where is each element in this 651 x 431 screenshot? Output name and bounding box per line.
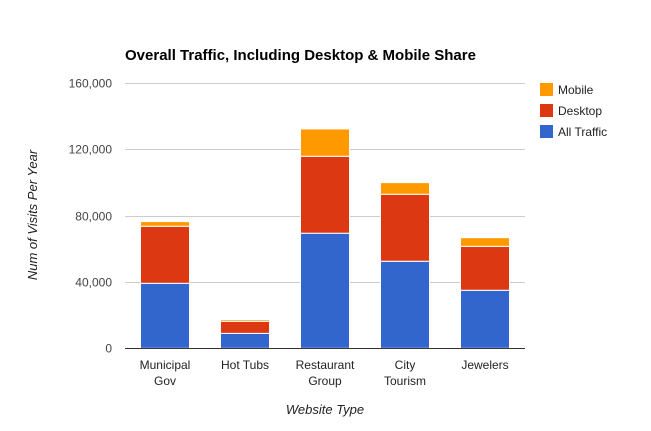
bar-desktop (460, 245, 510, 291)
bar-desktop (380, 193, 430, 262)
x-tick-label-line: Tourism (384, 374, 426, 388)
x-tick-label: Hot Tubs (221, 358, 269, 372)
x-tick-label-line: Jewelers (461, 358, 508, 372)
legend-swatch (540, 104, 553, 117)
x-tick-label-line: Gov (154, 374, 176, 388)
x-tick-label-line: Hot Tubs (221, 358, 269, 372)
y-axis-ticks: 0 40,000 80,000 120,000 160,000 (69, 77, 113, 356)
legend-item: Desktop (540, 104, 602, 118)
y-tick-label: 160,000 (69, 77, 113, 91)
y-tick-label: 0 (105, 342, 112, 356)
y-tick-label: 40,000 (75, 276, 112, 290)
bar-mobile (220, 319, 270, 322)
legend-label: Desktop (558, 104, 602, 118)
legend-item: All Traffic (540, 125, 607, 139)
x-tick-label-line: Group (308, 374, 342, 388)
x-tick-label: Municipal Gov (140, 358, 191, 388)
x-axis-ticks: Municipal Gov Hot Tubs Restaurant Group City T… (140, 358, 509, 388)
x-tick-label: City Tourism (384, 358, 426, 388)
bars (140, 128, 510, 349)
bar-all-traffic (300, 232, 350, 349)
bar-all-traffic (380, 260, 430, 349)
x-tick-label: Restaurant Group (296, 358, 355, 388)
x-tick-label-line: Restaurant (296, 358, 355, 372)
legend-label: Mobile (558, 83, 594, 97)
x-tick-label-line: City (395, 358, 416, 372)
legend-label: All Traffic (558, 125, 607, 139)
legend-swatch (540, 125, 553, 138)
y-axis-title: Num of Visits Per Year (25, 149, 40, 280)
bar-mobile (460, 237, 510, 247)
y-tick-label: 120,000 (69, 143, 113, 157)
bar-all-traffic (140, 282, 190, 349)
x-axis-title: Website Type (286, 402, 364, 417)
bar-all-traffic (220, 332, 270, 349)
legend-item: Mobile (540, 83, 594, 97)
bar-mobile (380, 182, 430, 195)
bar-all-traffic (460, 289, 510, 349)
x-tick-label-line: Municipal (140, 358, 191, 372)
legend: Mobile Desktop All Traffic (540, 83, 607, 139)
bar-desktop (220, 320, 270, 334)
bar-mobile (300, 128, 350, 157)
y-tick-label: 80,000 (75, 210, 112, 224)
bar-desktop (140, 225, 190, 284)
bar-desktop (300, 155, 350, 234)
x-tick-label: Jewelers (461, 358, 508, 372)
legend-swatch (540, 83, 553, 96)
chart-title: Overall Traffic, Including Desktop & Mob… (125, 47, 476, 64)
bar-mobile (140, 221, 190, 227)
